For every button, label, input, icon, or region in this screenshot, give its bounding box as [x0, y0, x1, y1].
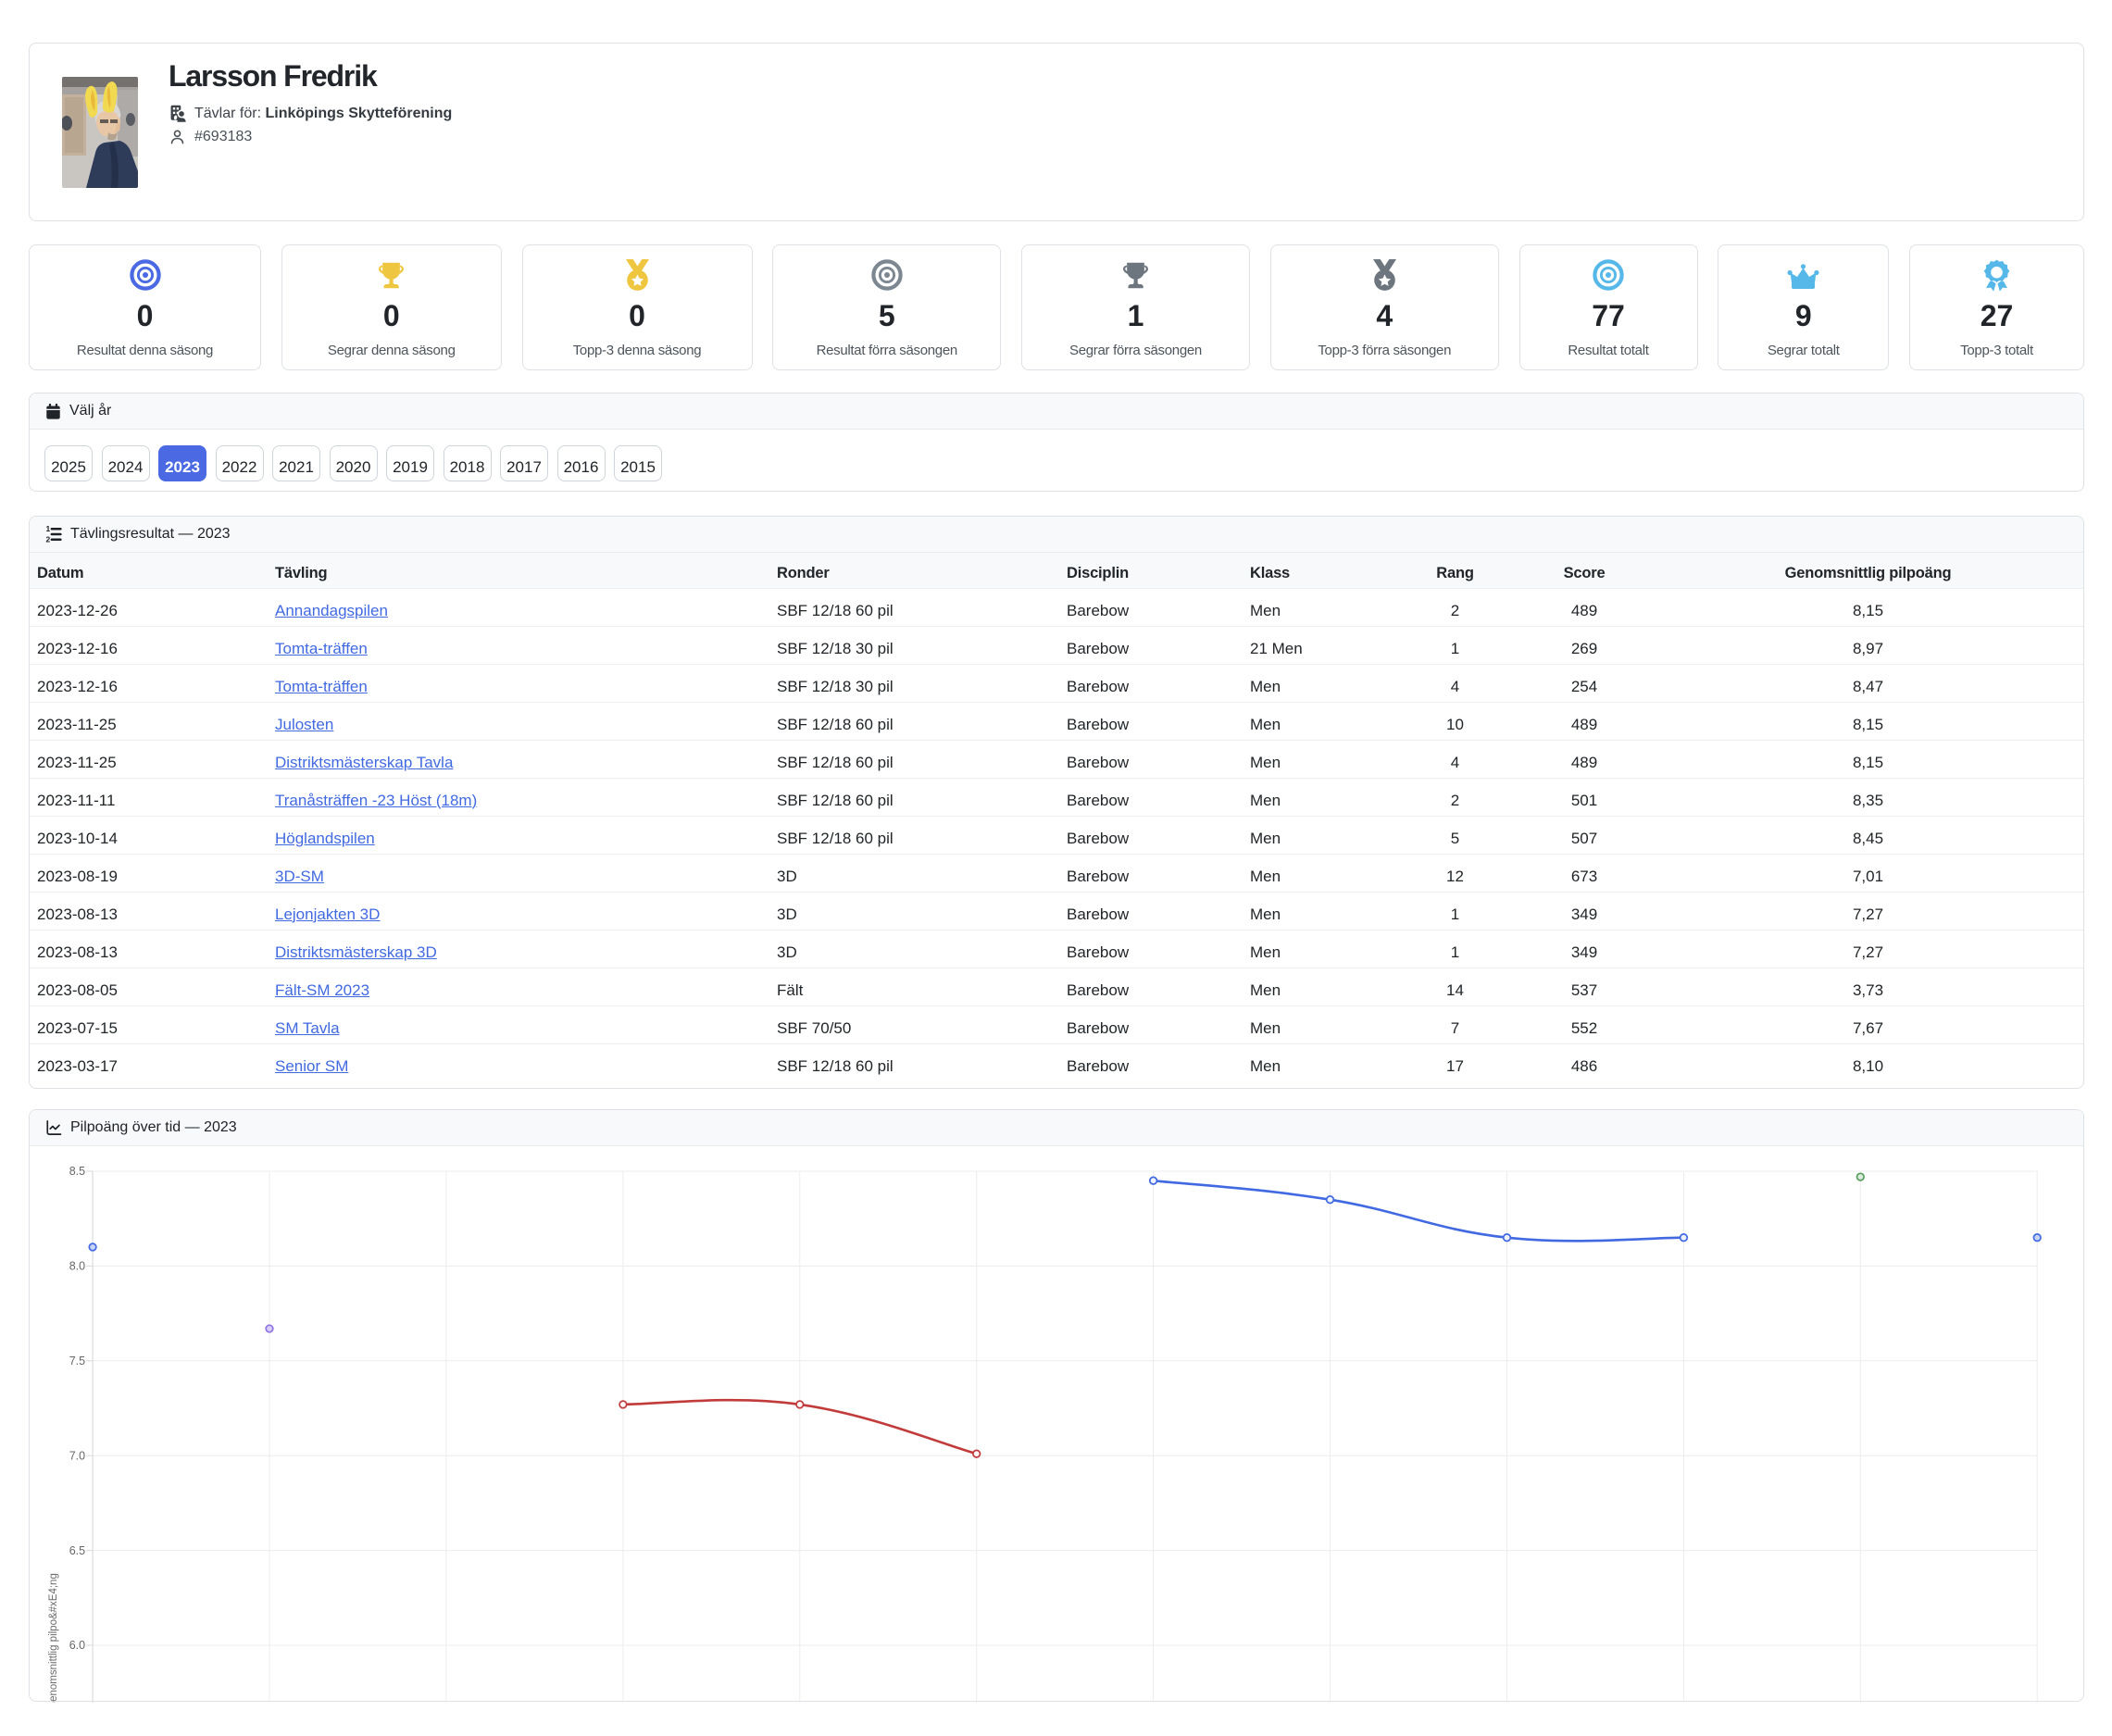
svg-text:7.0: 7.0: [69, 1449, 85, 1462]
svg-text:7.5: 7.5: [69, 1355, 85, 1368]
svg-text:1: 1: [46, 526, 51, 533]
svg-text:Genomsnittlig pilpo&#xE4;ng: Genomsnittlig pilpo&#xE4;ng: [48, 1573, 59, 1703]
svg-text:8.5: 8.5: [69, 1165, 85, 1178]
svg-text:6.5: 6.5: [69, 1544, 85, 1557]
svg-text:6.0: 6.0: [69, 1639, 85, 1652]
svg-text:8.0: 8.0: [69, 1260, 85, 1273]
svg-text:2: 2: [46, 534, 51, 543]
